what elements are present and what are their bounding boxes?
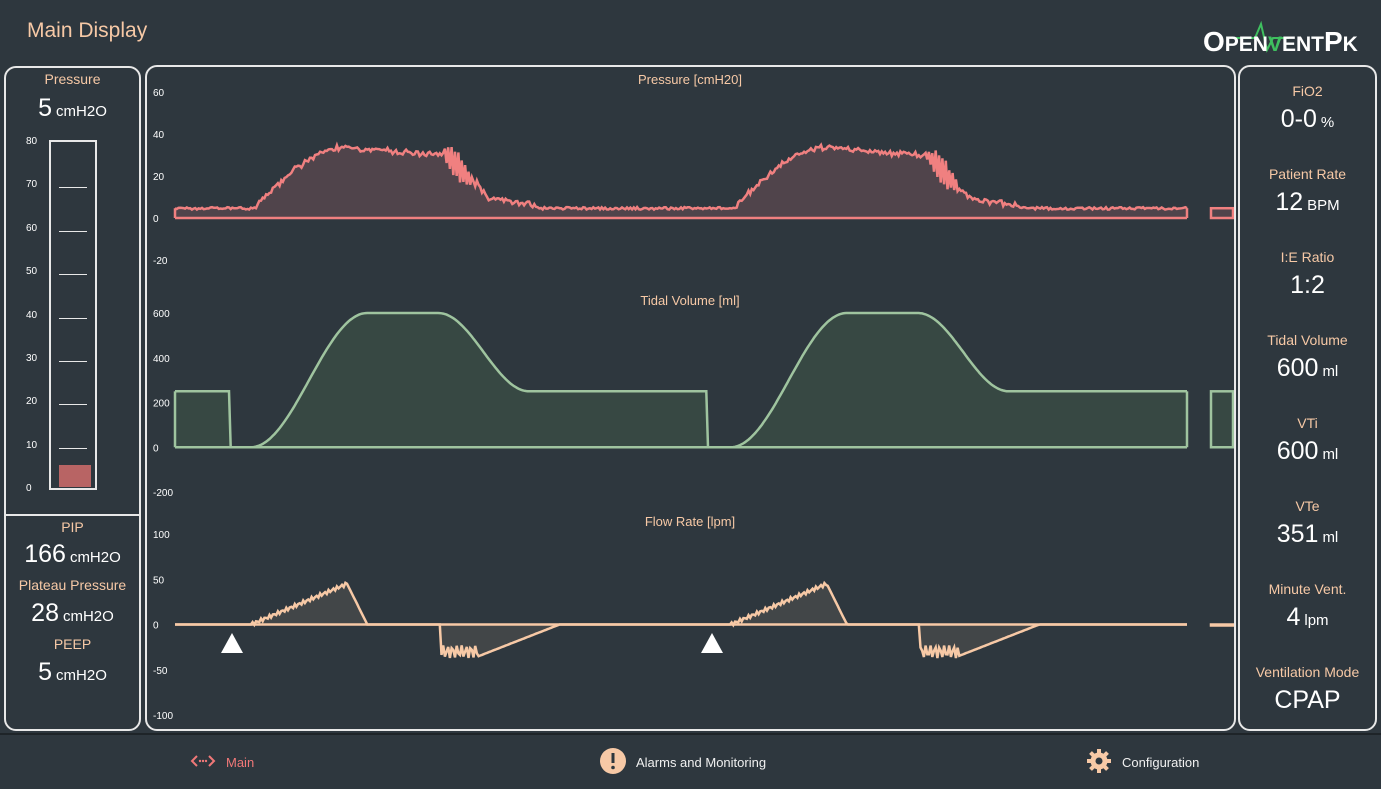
param-value: 12 BPM [1240,188,1375,217]
param-value: CPAP [1240,686,1375,715]
param-value: 351 ml [1240,520,1375,549]
y-tick-label: 20 [153,172,165,183]
gauge-tick-line [59,231,87,232]
param-label: FiO2 [1240,83,1375,99]
y-tick-label: 0 [153,621,159,632]
plateau-label: Plateau Pressure [6,577,139,593]
peep-value: 5 cmH2O [6,658,139,687]
nav-configuration[interactable]: Configuration [1086,749,1199,775]
plateau-value: 28 cmH2O [6,599,139,628]
chart-next-segment [1211,391,1233,447]
chart-title: Pressure [cmH20] [638,72,742,87]
param-label: I:E Ratio [1240,249,1375,265]
pip-value: 166 cmH2O [6,540,139,569]
param-label: Tidal Volume [1240,332,1375,348]
parameters-panel: FiO2 0-0% Patient Rate 12 BPM I:E Ratio 1:2 Tid… [1238,65,1377,731]
y-tick-label: 200 [153,399,170,410]
param-label: Patient Rate [1240,166,1375,182]
param-value: 4 lpm [1240,603,1375,632]
y-tick-label: 100 [153,530,170,541]
param-value: 1:2 [1240,271,1375,300]
chart-next-segment [1211,625,1233,626]
y-tick-label: -50 [153,666,168,677]
arrows-icon [190,753,216,772]
gauge-tick-line [59,448,87,449]
y-tick-label: 0 [153,214,159,225]
gauge-tick-label: 20 [26,396,46,407]
breath-trigger-icon [221,633,243,653]
param-label: VTe [1240,498,1375,514]
gauge-tick-label: 40 [26,310,46,321]
y-tick-label: 40 [153,130,165,141]
gauge-tick-label: 30 [26,353,46,364]
gauge-tick-label: 60 [26,223,46,234]
gauge-tick-line [59,187,87,188]
page-title: Main Display [27,19,147,43]
gauge-tick-label: 0 [26,483,46,494]
y-tick-label: 600 [153,309,170,320]
chart-area-fill [175,313,1187,447]
y-tick-label: 50 [153,575,165,586]
y-tick-label: 400 [153,354,170,365]
nav-main[interactable]: Main [190,749,254,775]
chart-title: Flow Rate [lpm] [645,514,735,529]
pressure-gauge-panel: Pressure 5 cmH2O 80 70 60 50 40 30 20 10 0 [4,66,141,516]
gauge-tick-label: 80 [26,136,46,147]
openventpk-logo: OPENVENTPK [1203,20,1368,60]
chart-next-segment [1211,208,1233,218]
gauge-tick-line [59,318,87,319]
y-tick-label: 60 [153,88,165,99]
breath-trigger-icon [701,633,723,653]
y-tick-label: 0 [153,443,159,454]
gauge-tick-label: 70 [26,179,46,190]
pressure-label: Pressure [6,71,139,87]
pressure-gauge [49,140,97,490]
gear-icon [1086,748,1112,777]
gauge-tick-line [59,361,87,362]
gauge-tick-line [59,404,87,405]
y-tick-label: -20 [153,256,168,267]
gauge-tick-line [59,274,87,275]
y-tick-label: -100 [153,711,173,722]
param-label: Ventilation Mode [1240,664,1375,680]
peep-label: PEEP [6,636,139,652]
param-label: Minute Vent. [1240,581,1375,597]
y-tick-label: -200 [153,488,173,499]
param-label: VTi [1240,415,1375,431]
pressure-summary-panel: PIP 166 cmH2O Plateau Pressure 28 cmH2O PE… [4,514,141,731]
pip-label: PIP [6,519,139,535]
waveform-panel: Pressure [cmH20] 60 40 20 0 -20 Tidal Volume [… [145,65,1236,731]
chart-title: Tidal Volume [ml] [640,293,739,308]
bottom-navigation: Main Alarms and Monitoring Configuration [0,733,1381,789]
gauge-tick-label: 10 [26,440,46,451]
pressure-gauge-fill [59,465,91,487]
param-value: 0-0% [1240,105,1375,134]
gauge-tick-label: 50 [26,266,46,277]
pressure-value: 5 cmH2O [6,94,139,123]
nav-alarms[interactable]: Alarms and Monitoring [600,749,766,775]
param-value: 600 ml [1240,437,1375,466]
alert-icon [600,748,626,777]
param-value: 600 ml [1240,354,1375,383]
